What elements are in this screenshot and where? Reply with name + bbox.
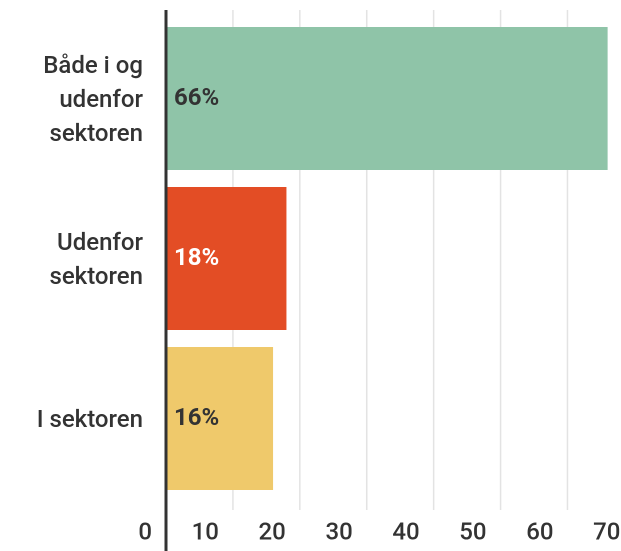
x-tick-label: 0 xyxy=(138,517,152,545)
x-tick-label: 20 xyxy=(259,517,286,545)
x-tick-label: 30 xyxy=(325,517,352,545)
x-tick-label: 10 xyxy=(192,517,219,545)
bar xyxy=(166,187,287,330)
x-tick-label: 50 xyxy=(459,517,486,545)
bar xyxy=(166,27,608,170)
category-label: Udenfor sektoren xyxy=(49,227,143,290)
x-tick-label: 60 xyxy=(526,517,553,545)
x-tick-label: 40 xyxy=(392,517,419,545)
value-label: 66% xyxy=(174,83,219,111)
bar xyxy=(166,347,274,490)
value-label: 18% xyxy=(174,243,219,271)
value-label: 16% xyxy=(174,403,219,431)
category-label: Både i og udenfor sektoren xyxy=(43,50,143,147)
x-tick-label: 70 xyxy=(593,517,620,545)
category-label: I sektoren xyxy=(36,404,143,433)
